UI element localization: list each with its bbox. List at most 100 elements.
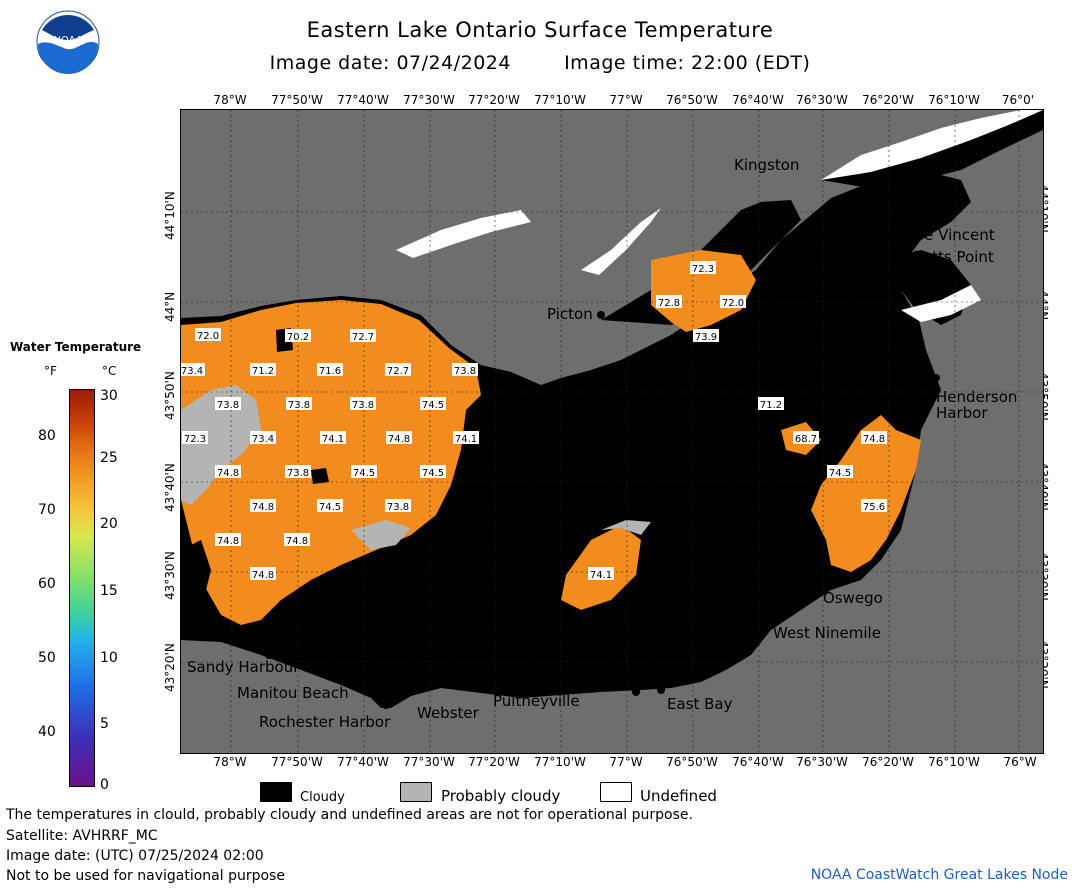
place-webster: Webster bbox=[417, 704, 480, 722]
c-tick: 30 bbox=[100, 388, 118, 404]
place-pultneyville: Pultneyville bbox=[493, 692, 580, 710]
lat-label-left: 44°N bbox=[163, 291, 177, 322]
lat-label-left: 44°10'N bbox=[163, 191, 177, 240]
temp-label: 74.8 bbox=[217, 536, 239, 547]
lon-label-top: 77°W bbox=[609, 93, 643, 107]
lon-label-bottom: 77°30'W bbox=[403, 755, 455, 769]
temp-label-box bbox=[758, 397, 784, 410]
temp-label: 74.8 bbox=[252, 502, 274, 513]
undefined-fringe bbox=[821, 110, 1043, 180]
lon-label-bottom: 78°W bbox=[213, 755, 247, 769]
legend-unit-c: °C bbox=[102, 364, 117, 378]
place-tibbetts-point: Tibbetts Point bbox=[890, 248, 994, 266]
temp-label: 74.8 bbox=[286, 536, 308, 547]
temp-label: 74.8 bbox=[863, 434, 885, 445]
place-oswego: Oswego bbox=[823, 589, 883, 607]
temp-label-box bbox=[182, 431, 208, 444]
c-tick: 25 bbox=[100, 450, 118, 466]
temp-label: 74.5 bbox=[353, 468, 375, 479]
undefined-fringe bbox=[396, 210, 531, 258]
lon-label-bottom: 77°40'W bbox=[337, 755, 389, 769]
place-rochester-harbor: Rochester Harbor bbox=[259, 713, 391, 731]
warm-water-northeast bbox=[651, 250, 756, 332]
temp-label-box bbox=[793, 431, 819, 444]
key-probably-cloudy-label: Probably cloudy bbox=[441, 787, 561, 805]
place-markers bbox=[265, 224, 940, 709]
f-tick: 80 bbox=[38, 428, 56, 444]
temp-label-box bbox=[317, 363, 343, 376]
temp-label-box bbox=[285, 465, 311, 478]
temp-label: 73.8 bbox=[288, 400, 310, 411]
temp-label: 73.8 bbox=[352, 400, 374, 411]
undefined-fringe bbox=[901, 285, 981, 322]
place-manitou-beach: Manitou Beach bbox=[237, 684, 349, 702]
temp-label-box bbox=[215, 465, 241, 478]
c-tick: 0 bbox=[100, 777, 109, 793]
temperature-colorbar bbox=[69, 389, 95, 787]
temp-label: 74.8 bbox=[217, 468, 239, 479]
temp-label-box bbox=[385, 363, 411, 376]
temp-label-box bbox=[250, 431, 276, 444]
temp-label-box bbox=[420, 465, 446, 478]
lon-label-top: 76°0' bbox=[1001, 93, 1035, 107]
temp-label: 72.7 bbox=[387, 366, 409, 377]
temp-label-box bbox=[690, 261, 716, 274]
disclaimer-note: The temperatures in clould, probably clo… bbox=[6, 807, 693, 823]
temp-label-box bbox=[420, 397, 446, 410]
lat-label-left: 43°50'N bbox=[163, 371, 177, 420]
temp-label-box bbox=[861, 499, 887, 512]
warm-water-east bbox=[811, 415, 921, 572]
temp-label: 72.8 bbox=[658, 298, 680, 309]
temp-label: 73.8 bbox=[454, 366, 476, 377]
temp-label: 73.9 bbox=[695, 332, 717, 343]
probably-cloudy-west-2 bbox=[351, 520, 411, 550]
temp-label-box bbox=[181, 363, 205, 376]
probably-cloudy-west bbox=[181, 385, 261, 505]
lon-label-top: 77°50'W bbox=[271, 93, 323, 107]
cloud-speck bbox=[311, 468, 329, 484]
legend-title: Water Temperature bbox=[10, 340, 142, 354]
temp-label-box bbox=[215, 397, 241, 410]
probably-cloudy-center bbox=[601, 520, 651, 535]
temperature-map[interactable]: Kingston Cape Vincent Tibbetts Point Pic… bbox=[180, 109, 1044, 754]
temp-label: 70.2 bbox=[287, 332, 309, 343]
lon-label-top: 77°40'W bbox=[337, 93, 389, 107]
place-picton: Picton bbox=[547, 305, 593, 323]
temp-label-box bbox=[215, 533, 241, 546]
temp-label: 74.1 bbox=[590, 570, 612, 581]
temp-label: 73.8 bbox=[387, 502, 409, 513]
place-kingston: Kingston bbox=[734, 156, 799, 174]
temperature-labels: 72.0 70.2 72.7 73.4 71.2 71.6 72.7 73.8 73.8 73.8… bbox=[181, 261, 887, 581]
place-cape-vincent: Cape Vincent bbox=[895, 226, 995, 244]
navigation-warning: Not to be used for navigational purpose bbox=[6, 868, 285, 884]
lon-label-bottom: 77°20'W bbox=[468, 755, 520, 769]
temp-label: 68.7 bbox=[795, 434, 817, 445]
temp-label: 71.6 bbox=[319, 366, 341, 377]
place-henderson: Henderson bbox=[936, 388, 1017, 406]
lon-label-top: 76°50'W bbox=[666, 93, 718, 107]
lon-label-bottom: 77°W bbox=[609, 755, 643, 769]
temp-label: 74.5 bbox=[829, 468, 851, 479]
warm-water-west bbox=[181, 300, 481, 625]
temp-label: 75.6 bbox=[863, 502, 885, 513]
lon-label-bottom: 76°W bbox=[1003, 755, 1037, 769]
image-time: Image time: 22:00 (EDT) bbox=[564, 52, 811, 74]
key-undefined-swatch bbox=[600, 782, 632, 802]
lon-label-bottom: 76°30'W bbox=[796, 755, 848, 769]
credit: NOAA CoastWatch Great Lakes Node bbox=[810, 867, 1068, 883]
temp-label: 74.5 bbox=[422, 468, 444, 479]
key-cloudy-swatch bbox=[260, 782, 292, 802]
lat-label-left: 43°40'N bbox=[163, 463, 177, 512]
temp-label-box bbox=[861, 431, 887, 444]
temp-label: 74.1 bbox=[322, 434, 344, 445]
lon-label-top: 76°20'W bbox=[862, 93, 914, 107]
temp-label: 71.2 bbox=[760, 400, 782, 411]
temp-label: 73.8 bbox=[287, 468, 309, 479]
lon-label-bottom: 77°50'W bbox=[271, 755, 323, 769]
temp-label: 72.0 bbox=[197, 331, 219, 342]
temp-label-box bbox=[350, 329, 376, 342]
temp-label-box bbox=[317, 499, 343, 512]
c-tick: 5 bbox=[100, 716, 109, 732]
temp-label: 74.8 bbox=[252, 570, 274, 581]
place-sandy-harbour: Sandy Harbour bbox=[187, 658, 300, 676]
